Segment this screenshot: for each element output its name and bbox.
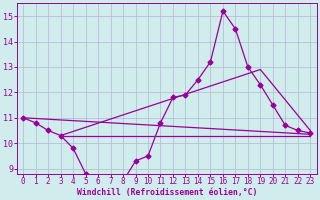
X-axis label: Windchill (Refroidissement éolien,°C): Windchill (Refroidissement éolien,°C)	[76, 188, 257, 197]
